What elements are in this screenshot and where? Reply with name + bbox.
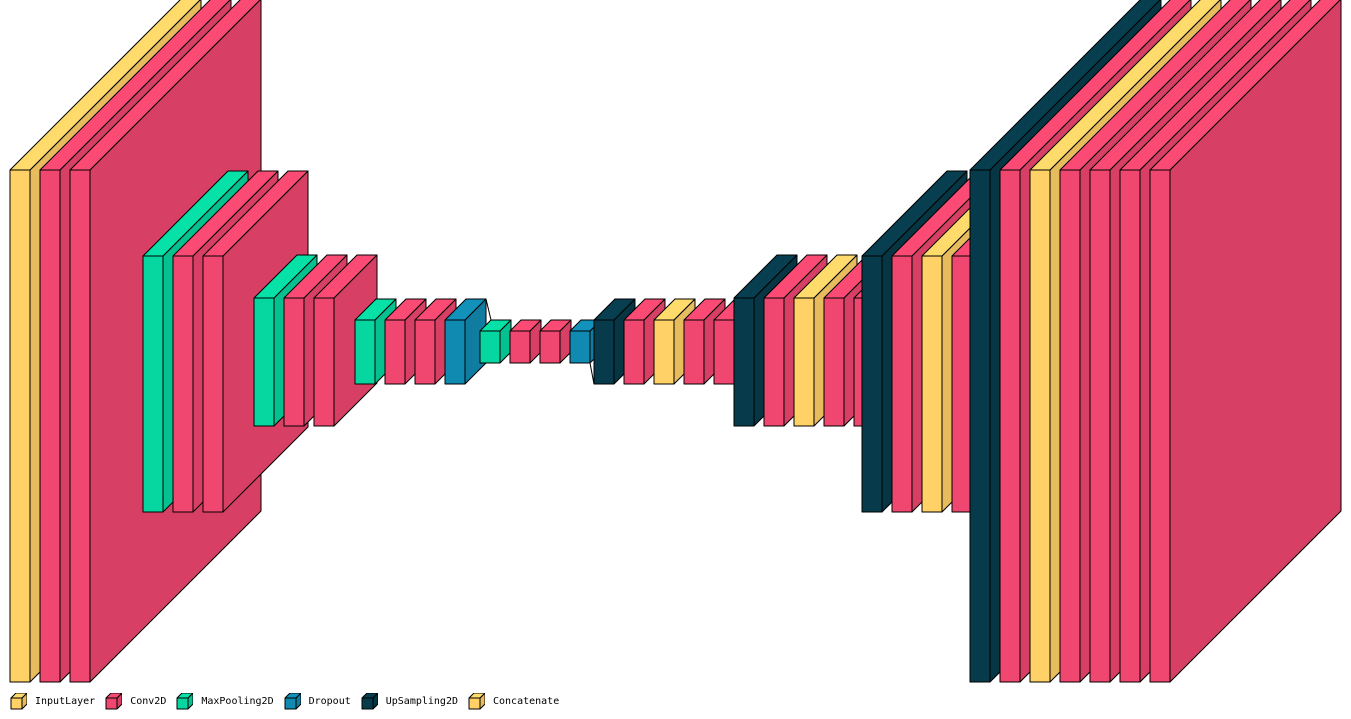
block-top-face <box>172 170 279 257</box>
block-top-face <box>1089 0 1281 171</box>
layer-block-conv2d <box>313 254 378 427</box>
legend-item: UpSampling2D <box>361 692 458 710</box>
layer-block-maxpooling2d <box>479 319 512 364</box>
legend-swatch-icon <box>176 692 194 709</box>
block-front-face <box>593 319 615 385</box>
block-front-face <box>9 169 31 683</box>
block-front-face <box>142 255 164 513</box>
block-front-face <box>283 297 305 427</box>
legend-label: InputLayer <box>35 695 96 707</box>
block-front-face <box>921 255 943 513</box>
legend-label: UpSampling2D <box>385 695 458 707</box>
block-front-face <box>539 330 561 364</box>
block-top-face <box>1029 0 1221 171</box>
legend-label: Dropout <box>308 695 351 707</box>
block-front-face <box>569 330 591 364</box>
block-top-face <box>623 298 666 321</box>
block-front-face <box>479 330 501 364</box>
block-top-face <box>384 298 427 321</box>
block-front-face <box>39 169 61 683</box>
block-front-face <box>969 169 991 683</box>
block-front-face <box>683 319 705 385</box>
block-top-face <box>444 298 487 321</box>
block-top-face <box>969 0 1161 171</box>
block-front-face <box>623 319 645 385</box>
block-top-face <box>793 254 858 299</box>
block-front-face <box>1059 169 1081 683</box>
layer-block-conv2d <box>509 319 542 364</box>
block-front-face <box>509 330 531 364</box>
block-front-face <box>951 255 973 513</box>
legend-label: MaxPooling2D <box>201 695 274 707</box>
legend-swatch-icon <box>361 692 378 709</box>
block-top-face <box>202 170 309 257</box>
block-top-face <box>313 254 378 299</box>
block-front-face <box>313 297 335 427</box>
block-front-face <box>1119 169 1141 683</box>
block-top-face <box>653 298 696 321</box>
block-top-face <box>861 170 968 257</box>
block-top-face <box>683 298 726 321</box>
block-front-face <box>763 297 785 427</box>
block-front-face <box>1089 169 1111 683</box>
block-top-face <box>283 254 348 299</box>
block-front-face <box>384 319 406 385</box>
block-front-face <box>69 169 91 683</box>
block-top-face <box>539 319 572 332</box>
legend-item: InputLayer <box>10 692 96 710</box>
block-top-face <box>479 319 512 332</box>
legend-swatch-icon <box>105 692 123 709</box>
block-top-face <box>39 0 231 171</box>
block-top-face <box>354 298 397 321</box>
block-top-face <box>593 298 636 321</box>
block-top-face <box>999 0 1191 171</box>
block-top-face <box>509 319 542 332</box>
legend: InputLayer Conv2D MaxPooling2D Dropout UpSam… <box>10 692 559 710</box>
block-front-face <box>202 255 224 513</box>
block-front-face <box>999 169 1021 683</box>
block-top-face <box>142 170 249 257</box>
block-front-face <box>733 297 755 427</box>
legend-swatch-icon <box>10 692 27 709</box>
block-top-face <box>763 254 828 299</box>
block-front-face <box>891 255 913 513</box>
legend-item: Dropout <box>284 692 351 710</box>
legend-swatch-icon <box>284 692 301 709</box>
legend-item: Concatenate <box>468 692 560 710</box>
block-front-face <box>444 319 466 385</box>
block-front-face <box>1029 169 1051 683</box>
legend-swatch-icon <box>468 692 485 709</box>
block-top-face <box>1149 0 1341 171</box>
block-front-face <box>354 319 376 385</box>
block-top-face <box>253 254 318 299</box>
block-front-face <box>823 297 845 427</box>
block-top-face <box>1059 0 1251 171</box>
block-top-face <box>1119 0 1311 171</box>
layer-block-conv2d <box>1149 0 1342 683</box>
block-front-face <box>172 255 194 513</box>
block-front-face <box>713 319 735 385</box>
legend-item: Conv2D <box>105 692 167 710</box>
block-top-face <box>414 298 457 321</box>
block-front-face <box>653 319 675 385</box>
block-front-face <box>414 319 436 385</box>
block-front-face <box>793 297 815 427</box>
layer-block-conv2d <box>539 319 572 364</box>
block-front-face <box>861 255 883 513</box>
block-front-face <box>1149 169 1171 683</box>
block-top-face <box>69 0 261 171</box>
block-front-face <box>253 297 275 427</box>
legend-label: Conv2D <box>130 695 167 707</box>
legend-item: MaxPooling2D <box>176 692 274 710</box>
legend-label: Concatenate <box>493 695 560 707</box>
block-top-face <box>733 254 798 299</box>
layer-blocks <box>9 0 1342 683</box>
block-top-face <box>9 0 201 171</box>
